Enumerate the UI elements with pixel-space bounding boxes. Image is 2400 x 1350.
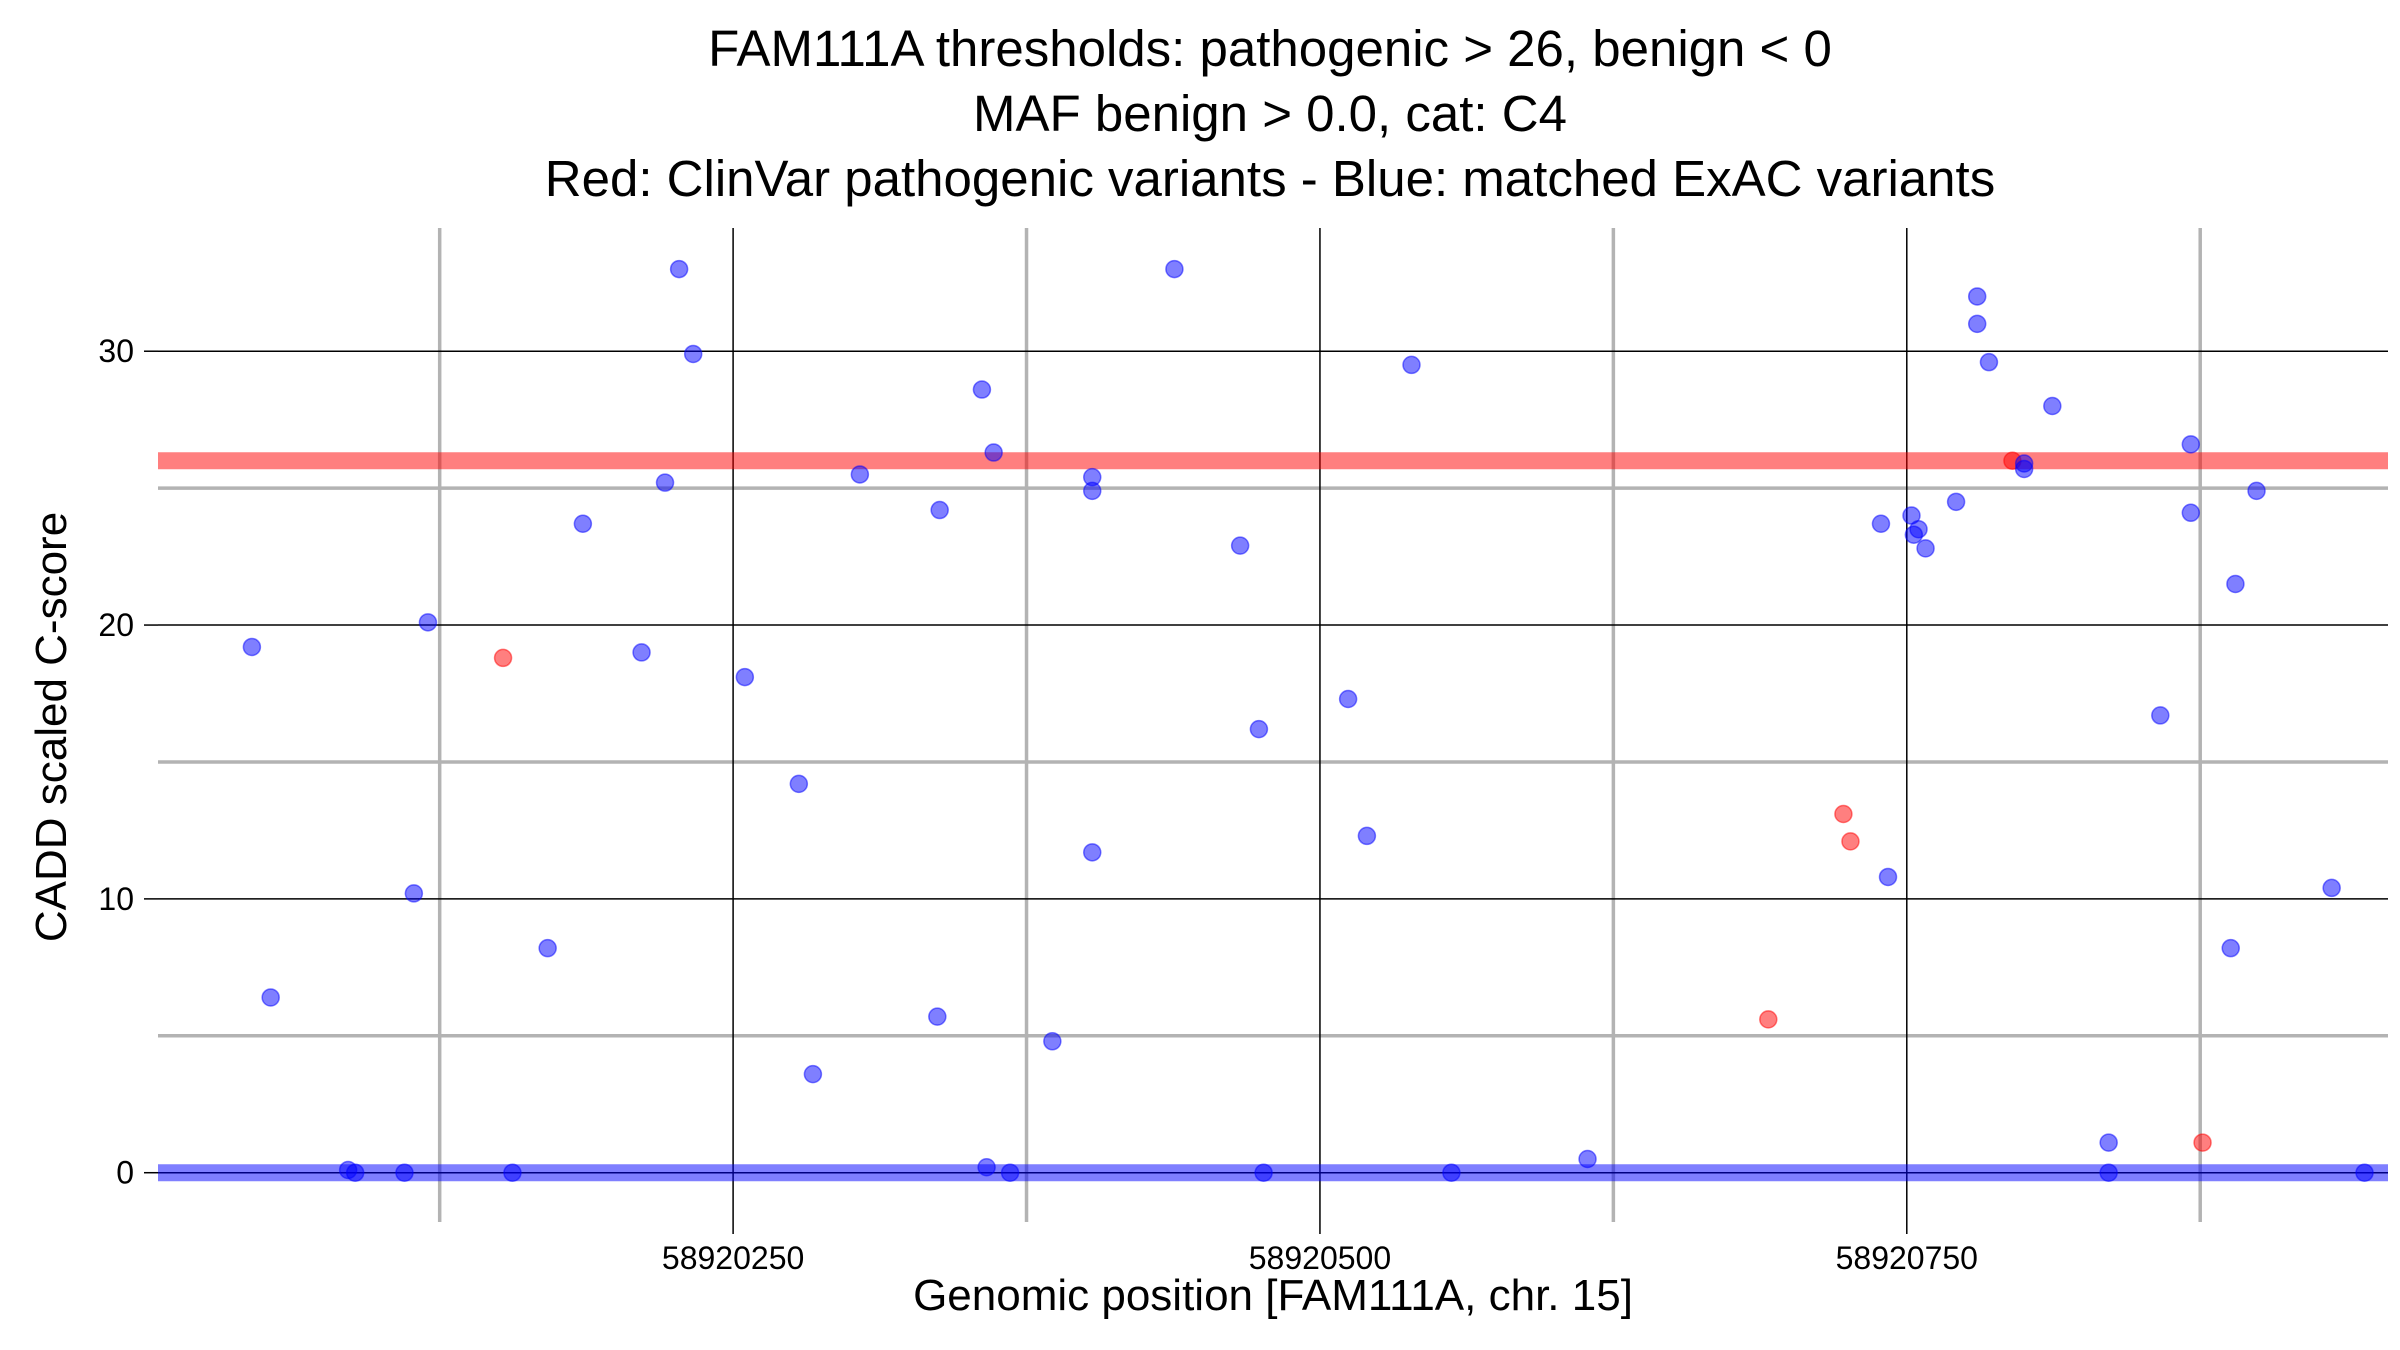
- data-point-s1-7: [503, 1163, 522, 1182]
- data-point-s1-13: [683, 344, 703, 364]
- data-point-s1-31: [1254, 1163, 1273, 1182]
- data-point-s1-22: [984, 443, 1003, 462]
- data-point-s1-53: [2181, 435, 2201, 454]
- x-tick-label-1: 58920500: [1249, 1240, 1391, 1276]
- data-point-s1-6: [418, 613, 438, 632]
- data-point-s1-8: [538, 938, 557, 958]
- x-axis-title: Genomic position [FAM111A, chr. 15]: [913, 1271, 1633, 1320]
- x-tick-label-0: 58920250: [662, 1240, 804, 1276]
- title-line-1: FAM111A thresholds: pathogenic > 26, ben…: [708, 20, 1832, 77]
- data-point-s1-11: [655, 473, 675, 492]
- threshold-lines: [158, 452, 2388, 1182]
- data-point-s1-34: [1402, 355, 1421, 375]
- data-point-s1-30: [1249, 719, 1269, 739]
- data-point-s1-42: [1916, 539, 1935, 558]
- data-point-s1-27: [1083, 843, 1102, 862]
- data-point-s1-32: [1338, 689, 1358, 709]
- data-point-s0-5: [2193, 1133, 2212, 1152]
- data-point-s1-23: [1000, 1163, 1020, 1182]
- data-point-s1-48: [2014, 459, 2034, 479]
- data-point-s1-29: [1230, 536, 1250, 555]
- data-point-s1-43: [1946, 492, 1966, 512]
- data-point-s1-45: [1967, 314, 1987, 334]
- data-point-s1-28: [1165, 259, 1184, 279]
- data-point-s1-26: [1083, 481, 1102, 501]
- data-point-s1-0: [242, 637, 262, 657]
- data-point-s1-58: [2322, 878, 2341, 898]
- data-point-s1-17: [850, 465, 870, 484]
- data-point-s0-0: [493, 648, 513, 668]
- data-point-s1-9: [573, 514, 593, 533]
- data-point-s1-38: [1878, 867, 1898, 887]
- data-point-s1-33: [1357, 826, 1377, 846]
- data-point-s1-35: [1442, 1163, 1461, 1182]
- y-axis-title: CADD scaled C-score: [27, 512, 76, 942]
- title-line-2: MAF benign > 0.0, cat: C4: [973, 85, 1567, 142]
- data-point-s1-12: [669, 259, 689, 279]
- data-point-s1-5: [404, 884, 424, 903]
- data-point-s0-3: [1841, 832, 1860, 851]
- data-point-s1-37: [1871, 514, 1891, 533]
- data-point-s1-51: [2099, 1133, 2118, 1152]
- data-point-s1-14: [735, 667, 755, 687]
- grid: [158, 228, 2388, 1222]
- y-tick-label-1: 10: [98, 881, 134, 917]
- data-point-s1-1: [261, 988, 280, 1007]
- data-point-s1-44: [1967, 287, 1987, 306]
- data-point-s1-56: [2226, 574, 2245, 594]
- y-tick-label-0: 0: [116, 1155, 134, 1191]
- data-point-s1-55: [2221, 938, 2240, 958]
- y-tick-label-3: 30: [98, 333, 134, 369]
- data-point-s1-41: [1909, 519, 1928, 539]
- data-point-s1-20: [972, 380, 992, 399]
- data-point-s1-16: [803, 1064, 823, 1084]
- data-point-s1-18: [928, 1007, 947, 1026]
- data-point-s1-59: [2355, 1163, 2374, 1182]
- data-point-s1-24: [1043, 1032, 1062, 1051]
- chart-title: FAM111A thresholds: pathogenic > 26, ben…: [545, 20, 1995, 207]
- title-line-3: Red: ClinVar pathogenic variants - Blue:…: [545, 150, 1995, 207]
- data-point-s1-15: [789, 774, 809, 794]
- data-point-s1-50: [2099, 1163, 2118, 1182]
- y-tick-label-2: 20: [98, 607, 134, 643]
- data-point-s1-10: [632, 643, 651, 662]
- data-point-s1-36: [1578, 1149, 1597, 1169]
- data-point-s0-1: [1759, 1010, 1778, 1029]
- data-point-s1-52: [2151, 706, 2170, 725]
- data-point-s1-3: [345, 1163, 365, 1182]
- data-points: [242, 259, 2374, 1182]
- data-point-s1-49: [2043, 396, 2062, 416]
- data-point-s1-4: [395, 1163, 414, 1182]
- data-point-s1-21: [977, 1157, 996, 1177]
- y-axis-ticks: 0 10 20 30: [98, 333, 158, 1191]
- data-point-s1-46: [1979, 352, 1999, 372]
- data-point-s1-54: [2181, 503, 2201, 523]
- data-point-s1-19: [930, 500, 949, 520]
- x-tick-label-2: 58920750: [1836, 1240, 1978, 1276]
- data-point-s0-2: [1834, 804, 1853, 824]
- x-axis-ticks: 58920250 58920500 58920750: [662, 1222, 1978, 1276]
- data-point-s1-57: [2247, 481, 2266, 501]
